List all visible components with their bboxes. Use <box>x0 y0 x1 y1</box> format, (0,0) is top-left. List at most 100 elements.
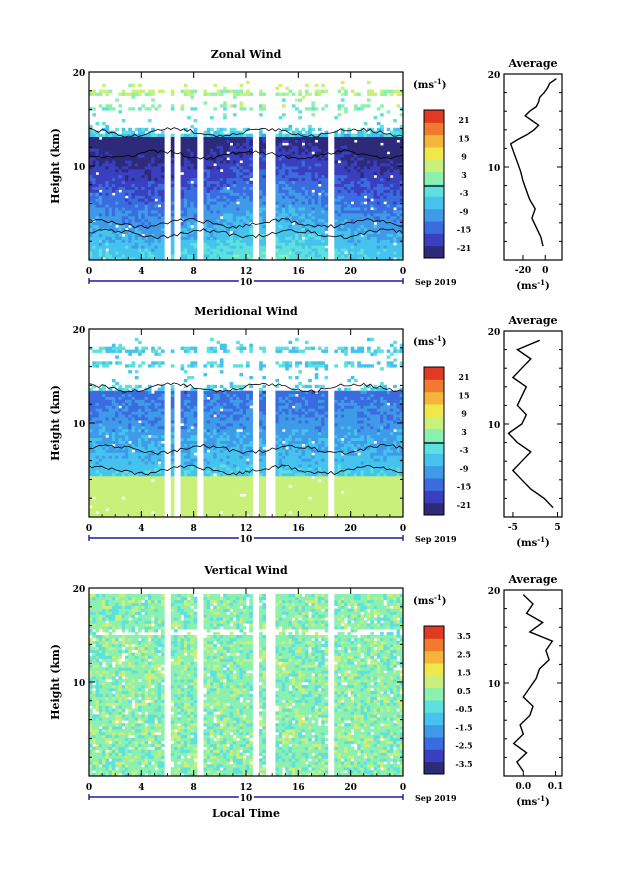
heatmap-cell <box>183 245 188 249</box>
heatmap-cell <box>138 177 142 182</box>
heatmap-cell <box>138 408 142 412</box>
heatmap-cell <box>229 168 234 173</box>
heatmap-cell <box>239 180 244 185</box>
heatmap-cell <box>154 472 159 477</box>
heatmap-cell <box>108 428 113 433</box>
heatmap-cell <box>138 499 142 503</box>
heatmap-cell <box>105 490 110 494</box>
heatmap-cell <box>288 207 293 211</box>
heatmap-cell <box>131 254 136 258</box>
heatmap-cell <box>144 408 149 412</box>
heatmap-cell <box>344 89 348 93</box>
heatmap-cell <box>304 224 309 229</box>
heatmap-cell <box>131 242 136 246</box>
heatmap-cell <box>285 133 289 138</box>
heatmap-cell <box>102 133 106 138</box>
heatmap-cell <box>147 499 152 503</box>
heatmap-cell <box>193 207 198 211</box>
heatmap-cell <box>160 177 165 182</box>
heatmap-cell <box>118 481 123 486</box>
heatmap-cell <box>344 168 348 173</box>
heatmap-cell <box>262 236 267 240</box>
heatmap-cell <box>304 248 309 252</box>
heatmap-cell <box>105 514 110 518</box>
heatmap-cell <box>304 130 309 135</box>
heatmap-cell <box>389 207 394 211</box>
heatmap-cell <box>180 224 185 229</box>
heatmap-cell <box>170 224 175 229</box>
heatmap-cell <box>337 168 342 173</box>
heatmap-cell <box>226 230 231 234</box>
heatmap-cell <box>337 142 342 146</box>
heatmap-cell <box>151 514 155 518</box>
heatmap-cell <box>340 163 345 167</box>
heatmap-cell <box>147 464 152 468</box>
heatmap-cell <box>157 425 162 430</box>
heatmap-cell <box>98 236 103 240</box>
heatmap-cell <box>154 221 159 226</box>
heatmap-cell <box>89 163 93 167</box>
heatmap-cell <box>219 130 224 135</box>
heatmap-cell <box>95 254 100 258</box>
heatmap-cell <box>89 464 93 468</box>
heatmap-cell <box>134 461 139 465</box>
heatmap-cell <box>242 157 247 161</box>
heatmap-cell <box>389 168 394 173</box>
heatmap-cell <box>92 490 96 494</box>
heatmap-cell <box>236 215 240 220</box>
heatmap-cell <box>376 245 381 249</box>
heatmap-cell <box>223 242 227 246</box>
heatmap-cell <box>98 402 103 406</box>
heatmap-cell <box>376 210 381 214</box>
heatmap-cell <box>102 361 106 365</box>
heatmap-cell <box>311 236 316 240</box>
heatmap-cell <box>239 198 244 202</box>
heatmap-cell <box>226 213 231 217</box>
heatmap-cell <box>383 171 388 176</box>
heatmap-cell <box>399 215 404 220</box>
heatmap-cell <box>190 148 195 152</box>
heatmap-cell <box>121 257 126 261</box>
heatmap-cell <box>353 180 358 185</box>
heatmap-cell <box>180 139 185 143</box>
heatmap-cell <box>141 443 145 447</box>
heatmap-cell <box>183 177 188 182</box>
heatmap-cell <box>170 166 175 170</box>
heatmap-cell <box>334 207 338 211</box>
heatmap-cell <box>301 163 306 167</box>
heatmap-cell <box>370 210 374 214</box>
heatmap-cell <box>157 168 162 173</box>
heatmap-cell <box>242 257 247 261</box>
heatmap-cell <box>213 145 217 149</box>
heatmap-cell <box>144 414 149 418</box>
heatmap-cell <box>92 434 96 439</box>
heatmap-cell <box>118 201 123 205</box>
heatmap-cell <box>367 186 371 190</box>
heatmap-cell <box>131 245 136 249</box>
heatmap-cell <box>298 227 302 232</box>
heatmap-cell <box>89 417 93 421</box>
heatmap-cell <box>239 245 244 249</box>
heatmap-cell <box>317 136 322 140</box>
heatmap-cell <box>111 189 116 193</box>
heatmap-cell <box>259 157 263 161</box>
heatmap-cell <box>281 213 286 217</box>
heatmap-cell <box>105 499 110 503</box>
heatmap-cell <box>242 142 247 146</box>
heatmap-cell <box>259 151 263 155</box>
heatmap-cell <box>138 364 142 368</box>
heatmap-cell <box>187 163 191 167</box>
heatmap-cell <box>193 242 198 246</box>
heatmap-cell <box>383 236 388 240</box>
heatmap-cell <box>157 139 162 143</box>
heatmap-cell <box>170 89 175 93</box>
heatmap-cell <box>95 189 100 193</box>
heatmap-cell <box>278 210 283 214</box>
heatmap-cell <box>213 139 217 143</box>
heatmap-cell <box>275 230 280 234</box>
heatmap-cell <box>311 107 316 111</box>
heatmap-cell <box>210 198 214 202</box>
heatmap-cell <box>399 171 404 176</box>
heatmap-cell <box>95 160 100 164</box>
heatmap-cell <box>232 148 237 152</box>
